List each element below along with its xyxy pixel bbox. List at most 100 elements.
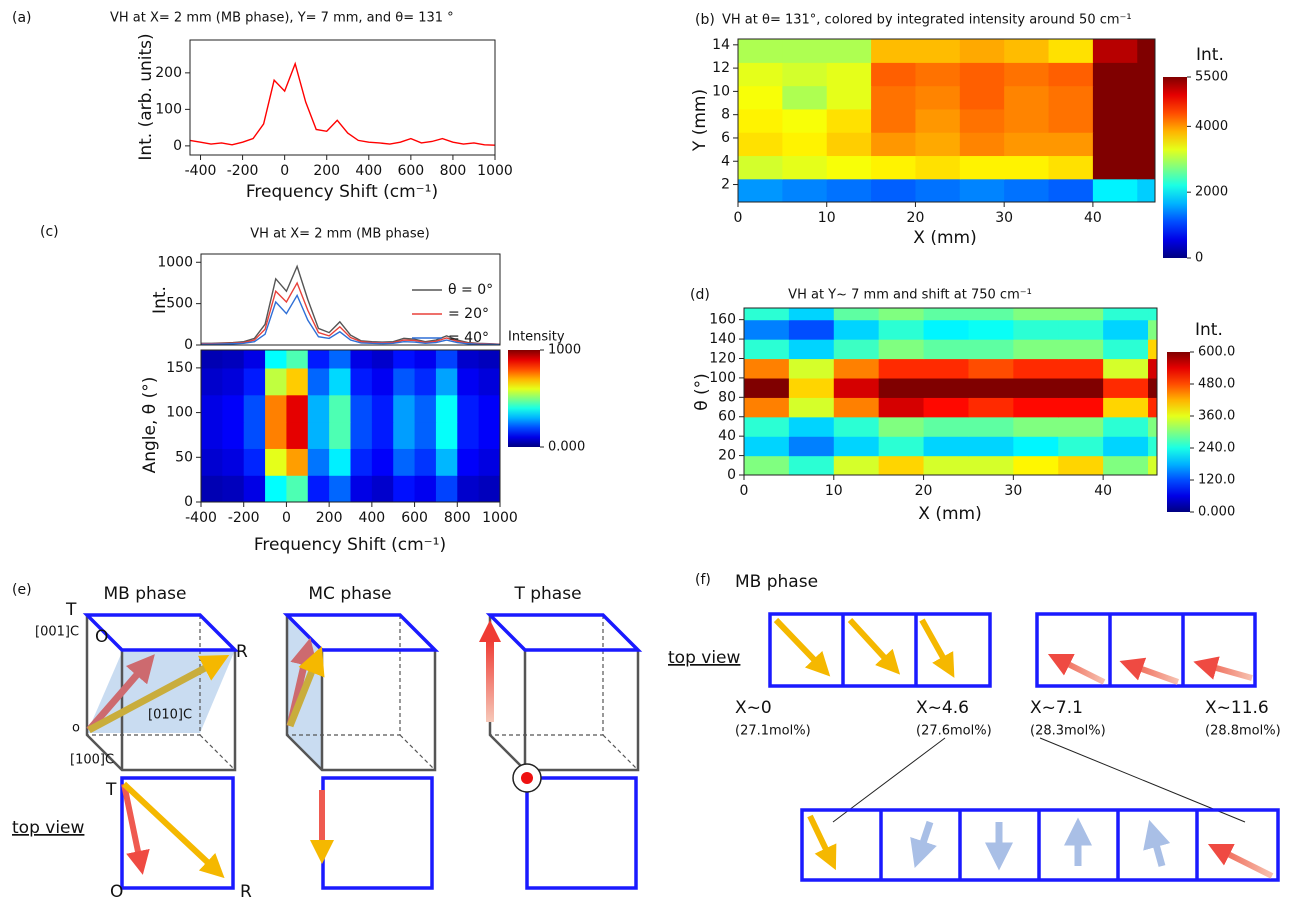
heat-cell — [351, 422, 373, 449]
heat-cell — [436, 475, 458, 502]
x-axis-label: X (mm) — [918, 504, 981, 524]
heat-cell — [372, 395, 394, 422]
heat-cell — [457, 448, 479, 475]
heat-cell — [479, 395, 501, 422]
chart: (b)VH at θ= 131°, colored by integrated … — [690, 12, 1228, 266]
heat-cell — [1013, 358, 1058, 378]
panel-label: (c) — [40, 224, 59, 240]
arrow — [1152, 830, 1162, 866]
heat-cell — [827, 109, 872, 133]
heat-cell — [915, 132, 960, 156]
colorbar — [508, 350, 540, 447]
heat-cell — [1049, 109, 1094, 133]
heat-cell — [879, 417, 924, 437]
heat-cell — [738, 86, 783, 110]
heat-cell — [329, 395, 351, 422]
heat-cell — [782, 62, 827, 86]
heat-cell — [744, 397, 789, 417]
panel-label: (d) — [690, 287, 710, 303]
heat-cell — [789, 358, 834, 378]
y-axis-label: Angle, θ (°) — [140, 377, 160, 474]
heat-cell — [479, 448, 501, 475]
y-tick-label: 100 — [709, 370, 736, 386]
panel-label: (e) — [12, 582, 32, 598]
heat-cell — [1058, 358, 1103, 378]
heat-cell — [1049, 132, 1094, 156]
y-tick-label: 2 — [721, 177, 730, 193]
y-tick-label: 150 — [166, 360, 193, 376]
composition-label: (27.1mol%) — [735, 724, 811, 739]
heat-cell — [1004, 109, 1049, 133]
heat-cell — [1093, 179, 1138, 203]
heat-cell — [960, 132, 1005, 156]
x-tick-label: 600 — [397, 163, 424, 179]
heat-cell — [265, 395, 287, 422]
heat-cell — [479, 422, 501, 449]
x-tick-label: -400 — [185, 163, 217, 179]
x-tick-label: -400 — [185, 510, 217, 526]
heat-cell — [1049, 86, 1094, 110]
heat-cell — [201, 422, 223, 449]
y-tick-label: 500 — [166, 296, 193, 312]
heat-cell — [244, 395, 266, 422]
heat-cell — [744, 320, 789, 340]
x-tick-label: 30 — [1004, 483, 1022, 499]
heat-cell — [222, 395, 244, 422]
heat-cell — [1103, 320, 1148, 340]
heat-cell — [1013, 456, 1058, 476]
y-tick-label: 10 — [712, 83, 730, 99]
heat-cell — [1093, 86, 1138, 110]
colorbar-tick-label: 2000 — [1195, 185, 1228, 200]
heat-cell — [1148, 300, 1193, 320]
heat-cell — [789, 320, 834, 340]
x-tick-label: 0 — [734, 210, 743, 226]
heat-cell — [968, 300, 1013, 320]
heat-cell — [1004, 62, 1049, 86]
heat-cell — [924, 300, 969, 320]
heat-cell — [879, 320, 924, 340]
heat-cell — [1013, 320, 1058, 340]
heat-cell — [1049, 179, 1094, 203]
heat-cell — [457, 368, 479, 395]
heat-cell — [329, 448, 351, 475]
heat-cell — [1103, 358, 1148, 378]
heat-cell — [244, 475, 266, 502]
x-axis-label: X (mm) — [913, 228, 976, 248]
heat-cell — [834, 378, 879, 398]
heat-cell — [1049, 62, 1094, 86]
heat-cell — [968, 456, 1013, 476]
heat-cell — [1103, 417, 1148, 437]
colorbar-tick-label: 0.000 — [548, 440, 585, 455]
heat-cell — [201, 475, 223, 502]
heat-cell — [879, 339, 924, 359]
heat-cell — [827, 62, 872, 86]
x-tick-label: 400 — [358, 510, 385, 526]
y-tick-label: 80 — [718, 389, 736, 405]
heatmap — [738, 39, 1182, 203]
colorbar-tick-label: 480.0 — [1198, 377, 1235, 392]
phase-label: MB phase — [103, 584, 186, 604]
colorbar-tick-label: 600.0 — [1198, 345, 1235, 360]
composition-label: (28.8mol%) — [1205, 724, 1281, 739]
panel-label: (a) — [12, 10, 32, 26]
heat-cell — [915, 155, 960, 179]
x-tick-label: 0 — [282, 510, 291, 526]
heat-cell — [738, 62, 783, 86]
heat-cell — [960, 179, 1005, 203]
x-axis-label: Frequency Shift (cm⁻¹) — [254, 535, 446, 555]
heat-cell — [834, 300, 879, 320]
heat-cell — [924, 436, 969, 456]
heat-cell — [457, 475, 479, 502]
phase-label: MC phase — [308, 584, 391, 604]
heat-cell — [1004, 155, 1049, 179]
heat-cell — [924, 397, 969, 417]
position-label: X~4.6 — [916, 698, 969, 718]
heat-cell — [744, 300, 789, 320]
heat-cell — [968, 320, 1013, 340]
heat-cell — [1049, 39, 1094, 63]
y-tick-label: 12 — [712, 60, 730, 76]
position-label: X~7.1 — [1030, 698, 1083, 718]
heat-cell — [744, 456, 789, 476]
chart: Frequency Shift (cm⁻¹)Angle, θ (°)Intens… — [140, 330, 585, 556]
heat-cell — [1004, 39, 1049, 63]
